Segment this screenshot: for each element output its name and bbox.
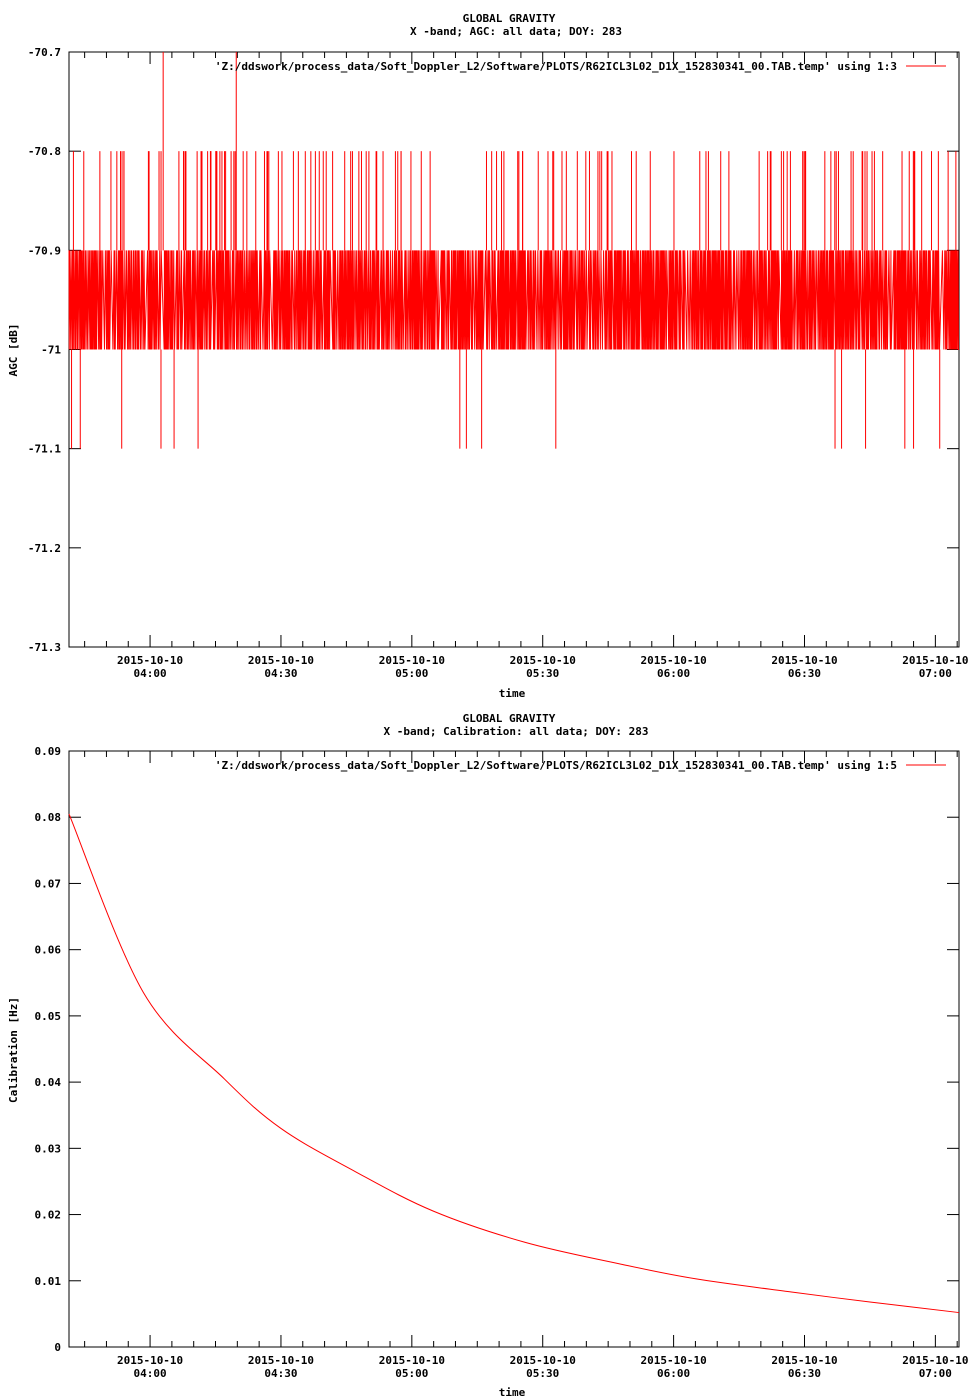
calibration-x-axis: 2015-10-1004:002015-10-1004:302015-10-10… <box>84 751 968 1380</box>
calibration-x-tick-date: 2015-10-10 <box>117 1354 183 1367</box>
calibration-plot-frame <box>68 750 960 1348</box>
agc-x-tick-date: 2015-10-10 <box>771 654 837 667</box>
calibration-y-tick-label: 0.09 <box>35 745 62 758</box>
calibration-y-tick-label: 0 <box>54 1341 61 1354</box>
calibration-x-tick-date: 2015-10-10 <box>248 1354 314 1367</box>
agc-y-tick-label: -70.9 <box>28 244 61 257</box>
calibration-y-tick-label: 0.04 <box>35 1076 62 1089</box>
calibration-x-tick-date: 2015-10-10 <box>902 1354 968 1367</box>
calibration-chart-title: GLOBAL GRAVITY <box>463 712 556 725</box>
calibration-y-axis: 0.09 0.08 0.07 0.06 0.05 0.04 0.03 0.02 0.01 0 <box>35 745 959 1354</box>
calibration-x-tick-date: 2015-10-10 <box>640 1354 706 1367</box>
agc-x-tick-time: 04:00 <box>134 667 167 680</box>
agc-y-tick-label: -70.8 <box>28 145 61 158</box>
calibration-y-tick-label: 0.05 <box>35 1010 62 1023</box>
agc-y-axis-label: AGC [dB] <box>7 324 20 377</box>
agc-chart-subtitle: X -band; AGC: all data; DOY: 283 <box>410 25 622 38</box>
calibration-x-tick-date: 2015-10-10 <box>771 1354 837 1367</box>
calibration-chart: GLOBAL GRAVITY X -band; Calibration: all… <box>7 712 968 1399</box>
calibration-y-axis-label: Calibration [Hz] <box>7 997 20 1103</box>
agc-y-tick-label: -71.2 <box>28 542 61 555</box>
agc-chart-title: GLOBAL GRAVITY <box>463 12 556 25</box>
calibration-x-tick-date: 2015-10-10 <box>510 1354 576 1367</box>
agc-x-tick-date: 2015-10-10 <box>640 654 706 667</box>
calibration-x-tick-time: 06:30 <box>788 1367 821 1380</box>
agc-x-tick-time: 05:00 <box>395 667 428 680</box>
agc-legend-label: 'Z:/ddswork/process_data/Soft_Doppler_L2… <box>215 60 897 73</box>
agc-x-tick-date: 2015-10-10 <box>379 654 445 667</box>
calibration-legend-label: 'Z:/ddswork/process_data/Soft_Doppler_L2… <box>215 759 897 772</box>
agc-y-tick-label: -71.3 <box>28 641 61 654</box>
agc-x-tick-time: 06:30 <box>788 667 821 680</box>
agc-y-tick-label: -71 <box>41 344 61 357</box>
agc-chart: GLOBAL GRAVITY X -band; AGC: all data; D… <box>7 12 968 700</box>
agc-x-tick-date: 2015-10-10 <box>248 654 314 667</box>
agc-x-tick-date: 2015-10-10 <box>117 654 183 667</box>
calibration-y-tick-label: 0.01 <box>35 1275 62 1288</box>
calibration-x-tick-time: 04:00 <box>134 1367 167 1380</box>
calibration-x-tick-time: 05:30 <box>526 1367 559 1380</box>
agc-x-tick-time: 07:00 <box>919 667 952 680</box>
calibration-y-tick-label: 0.02 <box>35 1209 62 1222</box>
agc-x-tick-date: 2015-10-10 <box>510 654 576 667</box>
calibration-y-tick-label: 0.07 <box>35 877 62 890</box>
calibration-x-tick-time: 06:00 <box>657 1367 690 1380</box>
agc-series-line <box>68 250 959 350</box>
agc-x-axis: 2015-10-1004:002015-10-1004:302015-10-10… <box>84 52 968 680</box>
calibration-series <box>68 813 960 1314</box>
agc-y-tick-label: -70.7 <box>28 46 61 59</box>
agc-x-tick-time: 05:30 <box>526 667 559 680</box>
agc-series <box>68 52 959 449</box>
calibration-y-tick-label: 0.03 <box>35 1142 62 1155</box>
agc-x-tick-time: 04:30 <box>264 667 297 680</box>
calibration-x-tick-time: 04:30 <box>264 1367 297 1380</box>
agc-y-axis: -70.7 -70.8 -70.9 -71 -71.1 -71.2 -71.3 <box>28 46 959 654</box>
agc-y-tick-label: -71.1 <box>28 443 61 456</box>
agc-x-tick-time: 06:00 <box>657 667 690 680</box>
calibration-x-tick-time: 05:00 <box>395 1367 428 1380</box>
calibration-y-tick-label: 0.06 <box>35 944 62 957</box>
agc-x-tick-date: 2015-10-10 <box>902 654 968 667</box>
calibration-y-tick-label: 0.08 <box>35 811 62 824</box>
calibration-x-tick-time: 07:00 <box>919 1367 952 1380</box>
calibration-x-axis-label: time <box>499 1386 526 1399</box>
calibration-x-tick-date: 2015-10-10 <box>379 1354 445 1367</box>
calibration-chart-subtitle: X -band; Calibration: all data; DOY: 283 <box>384 725 649 738</box>
agc-x-axis-label: time <box>499 687 526 700</box>
calibration-series-line <box>68 813 960 1314</box>
